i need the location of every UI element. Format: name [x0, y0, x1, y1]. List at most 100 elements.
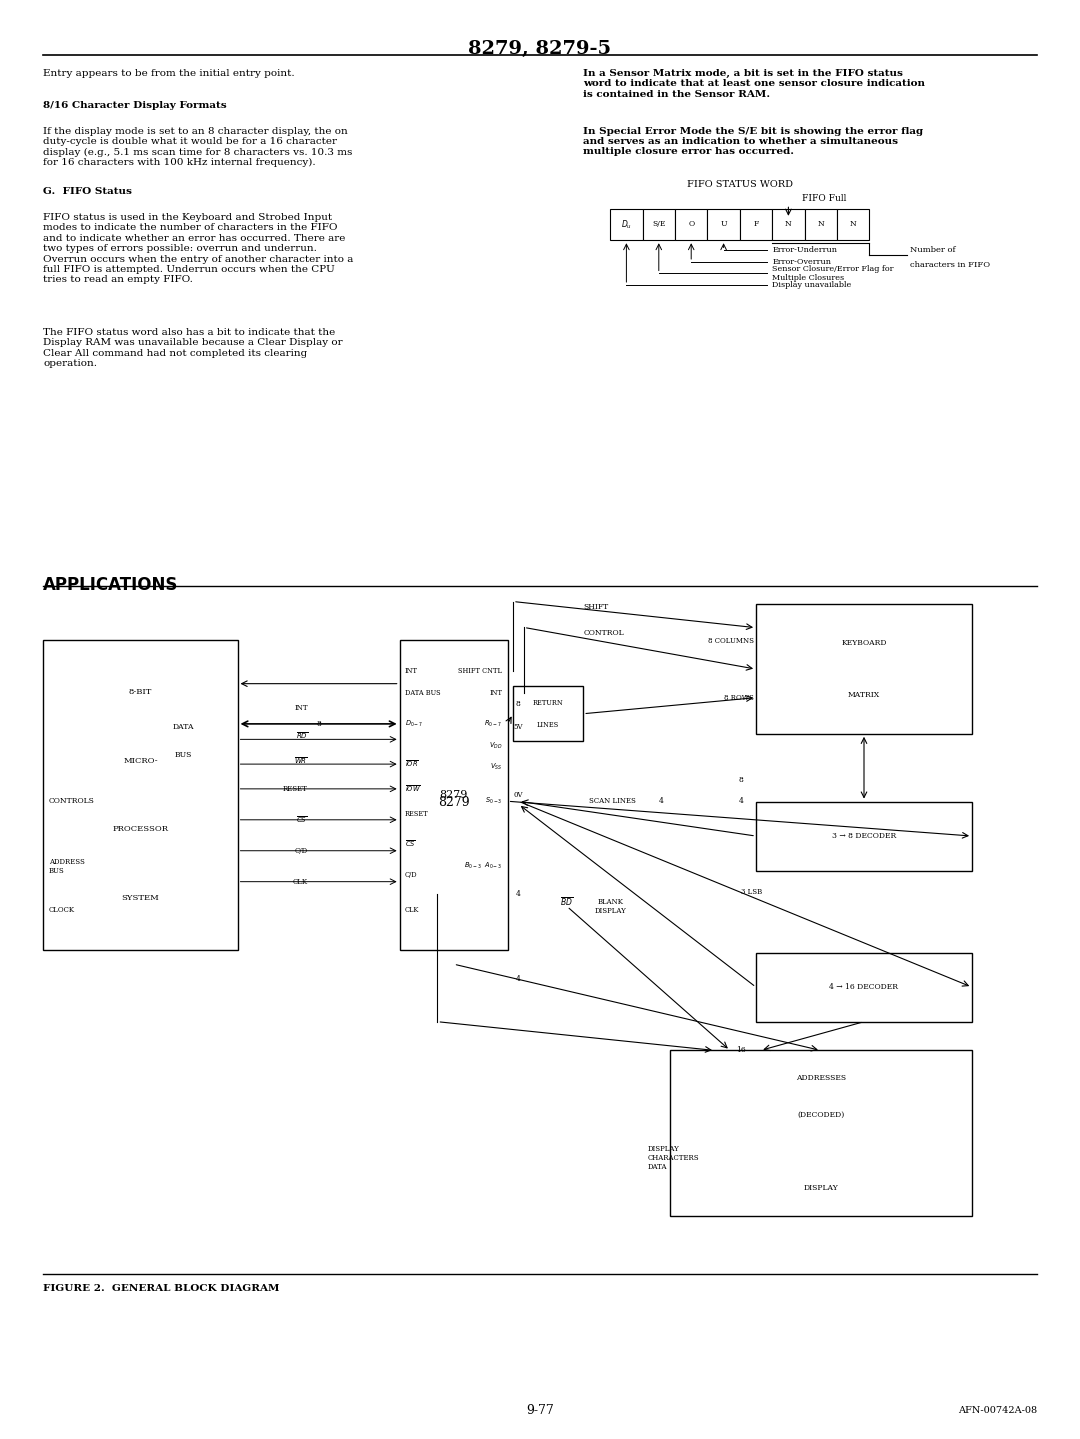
Text: $R_{0-7}$: $R_{0-7}$ — [485, 720, 502, 730]
Text: ADDRESSES: ADDRESSES — [796, 1073, 846, 1082]
Bar — [670, 1050, 972, 1216]
Text: RETURN: RETURN — [532, 699, 564, 707]
Text: In a Sensor Matrix mode, a bit is set in the FIFO status
word to indicate that a: In a Sensor Matrix mode, a bit is set in… — [583, 69, 926, 99]
Text: 3 → 8 DECODER: 3 → 8 DECODER — [832, 832, 896, 840]
Text: 8279: 8279 — [440, 790, 468, 800]
FancyBboxPatch shape — [707, 209, 740, 240]
Text: U: U — [720, 220, 727, 229]
Text: CLK: CLK — [293, 878, 308, 885]
Text: RESET: RESET — [405, 810, 429, 817]
Text: Error-Underrun: Error-Underrun — [772, 246, 837, 255]
Text: Display unavailable: Display unavailable — [772, 281, 851, 289]
Text: AFN-00742A-08: AFN-00742A-08 — [958, 1406, 1037, 1415]
Bar — [756, 953, 972, 1022]
Bar — [400, 640, 508, 950]
Text: CONTROLS: CONTROLS — [49, 797, 94, 806]
Text: DISPLAY
CHARACTERS
DATA: DISPLAY CHARACTERS DATA — [648, 1145, 700, 1171]
Bar — [756, 802, 972, 871]
FancyBboxPatch shape — [837, 209, 869, 240]
Text: 5V: 5V — [513, 722, 523, 731]
Text: 8279: 8279 — [437, 796, 470, 809]
Text: MICRO-: MICRO- — [123, 757, 158, 764]
Text: DISPLAY: DISPLAY — [804, 1184, 838, 1193]
Text: O: O — [688, 220, 694, 229]
Text: ADDRESS
BUS: ADDRESS BUS — [49, 858, 84, 875]
Text: APPLICATIONS: APPLICATIONS — [43, 576, 178, 594]
Text: $V_{SS}$: $V_{SS}$ — [490, 763, 502, 773]
Text: N: N — [785, 220, 792, 229]
Text: KEYBOARD: KEYBOARD — [841, 639, 887, 648]
Text: 8279, 8279-5: 8279, 8279-5 — [469, 40, 611, 59]
Text: BUS: BUS — [175, 751, 192, 758]
Text: $V_{DD}$: $V_{DD}$ — [489, 741, 502, 751]
Text: 0V: 0V — [513, 791, 523, 799]
Text: C/D: C/D — [295, 846, 308, 855]
Text: In Special Error Mode the S/E bit is showing the error flag
and serves as an ind: In Special Error Mode the S/E bit is sho… — [583, 127, 923, 157]
Text: $D_u$: $D_u$ — [621, 219, 632, 230]
Text: characters in FIFO: characters in FIFO — [910, 260, 990, 269]
FancyBboxPatch shape — [675, 209, 707, 240]
Bar — [513, 686, 583, 741]
Text: DATA: DATA — [173, 722, 194, 731]
Text: RESET: RESET — [283, 784, 308, 793]
Text: 8-BIT: 8-BIT — [129, 688, 152, 696]
FancyBboxPatch shape — [772, 209, 805, 240]
Text: $S_{0-3}$: $S_{0-3}$ — [485, 796, 502, 806]
Text: SHIFT CNTL: SHIFT CNTL — [458, 668, 502, 675]
Text: 8: 8 — [316, 720, 321, 728]
Text: Sensor Closure/Error Flag for
Multiple Closures: Sensor Closure/Error Flag for Multiple C… — [772, 265, 894, 282]
Text: Number of: Number of — [910, 246, 956, 255]
Text: $\overline{IOR}$: $\overline{IOR}$ — [405, 758, 419, 770]
Text: The FIFO status word also has a bit to indicate that the
Display RAM was unavail: The FIFO status word also has a bit to i… — [43, 328, 342, 368]
Text: N: N — [850, 220, 856, 229]
Text: $\overline{CS}$: $\overline{CS}$ — [405, 839, 416, 849]
Text: CLOCK: CLOCK — [49, 905, 75, 914]
Text: BLANK
DISPLAY: BLANK DISPLAY — [594, 898, 626, 915]
Text: C/D: C/D — [405, 872, 418, 879]
Text: 8: 8 — [516, 701, 521, 708]
Text: 4: 4 — [516, 891, 521, 898]
Text: 4: 4 — [516, 974, 521, 983]
Text: G.  FIFO Status: G. FIFO Status — [43, 187, 132, 196]
Text: INT: INT — [294, 705, 308, 712]
Text: SHIFT: SHIFT — [583, 603, 608, 612]
Text: $B_{0-3}$  $A_{0-3}$: $B_{0-3}$ $A_{0-3}$ — [464, 861, 502, 871]
Text: 16: 16 — [735, 1046, 746, 1055]
Text: DATA BUS: DATA BUS — [405, 689, 441, 696]
Text: FIFO status is used in the Keyboard and Strobed Input
modes to indicate the numb: FIFO status is used in the Keyboard and … — [43, 213, 353, 285]
Text: Entry appears to be from the initial entry point.: Entry appears to be from the initial ent… — [43, 69, 295, 78]
Text: (DECODED): (DECODED) — [797, 1111, 845, 1120]
Text: $\overline{RD}$: $\overline{RD}$ — [296, 731, 308, 741]
Text: 9-77: 9-77 — [526, 1403, 554, 1417]
Text: Error-Overrun: Error-Overrun — [772, 258, 832, 266]
Text: 8 ROWS: 8 ROWS — [724, 694, 754, 702]
Text: $\overline{CS}$: $\overline{CS}$ — [297, 814, 308, 825]
Text: LINES: LINES — [537, 721, 559, 728]
Bar — [756, 604, 972, 734]
Text: 8/16 Character Display Formats: 8/16 Character Display Formats — [43, 101, 227, 109]
Text: FIFO STATUS WORD: FIFO STATUS WORD — [687, 180, 793, 189]
Text: MATRIX: MATRIX — [848, 691, 880, 699]
Text: PROCESSOR: PROCESSOR — [112, 826, 168, 833]
Text: 3 LSB: 3 LSB — [741, 888, 762, 896]
FancyBboxPatch shape — [740, 209, 772, 240]
Bar — [43, 640, 238, 950]
Text: 4: 4 — [659, 797, 663, 806]
Text: $\overline{IOW}$: $\overline{IOW}$ — [405, 784, 421, 794]
Text: 4: 4 — [739, 797, 743, 806]
Text: $\overline{WR}$: $\overline{WR}$ — [294, 755, 308, 766]
FancyBboxPatch shape — [805, 209, 837, 240]
Text: 8 COLUMNS: 8 COLUMNS — [707, 636, 754, 645]
Text: FIFO Full: FIFO Full — [802, 194, 847, 203]
Text: N: N — [818, 220, 824, 229]
Text: INT: INT — [405, 668, 418, 675]
Text: F: F — [754, 220, 758, 229]
FancyBboxPatch shape — [643, 209, 675, 240]
Text: If the display mode is set to an 8 character display, the on
duty-cycle is doubl: If the display mode is set to an 8 chara… — [43, 127, 352, 167]
Text: CLK: CLK — [405, 905, 419, 914]
Text: 4 → 16 DECODER: 4 → 16 DECODER — [829, 983, 899, 991]
Text: INT: INT — [489, 689, 502, 696]
Text: FIGURE 2.  GENERAL BLOCK DIAGRAM: FIGURE 2. GENERAL BLOCK DIAGRAM — [43, 1284, 280, 1292]
Text: $D_{0-7}$: $D_{0-7}$ — [405, 720, 423, 730]
Text: SYSTEM: SYSTEM — [122, 894, 159, 902]
